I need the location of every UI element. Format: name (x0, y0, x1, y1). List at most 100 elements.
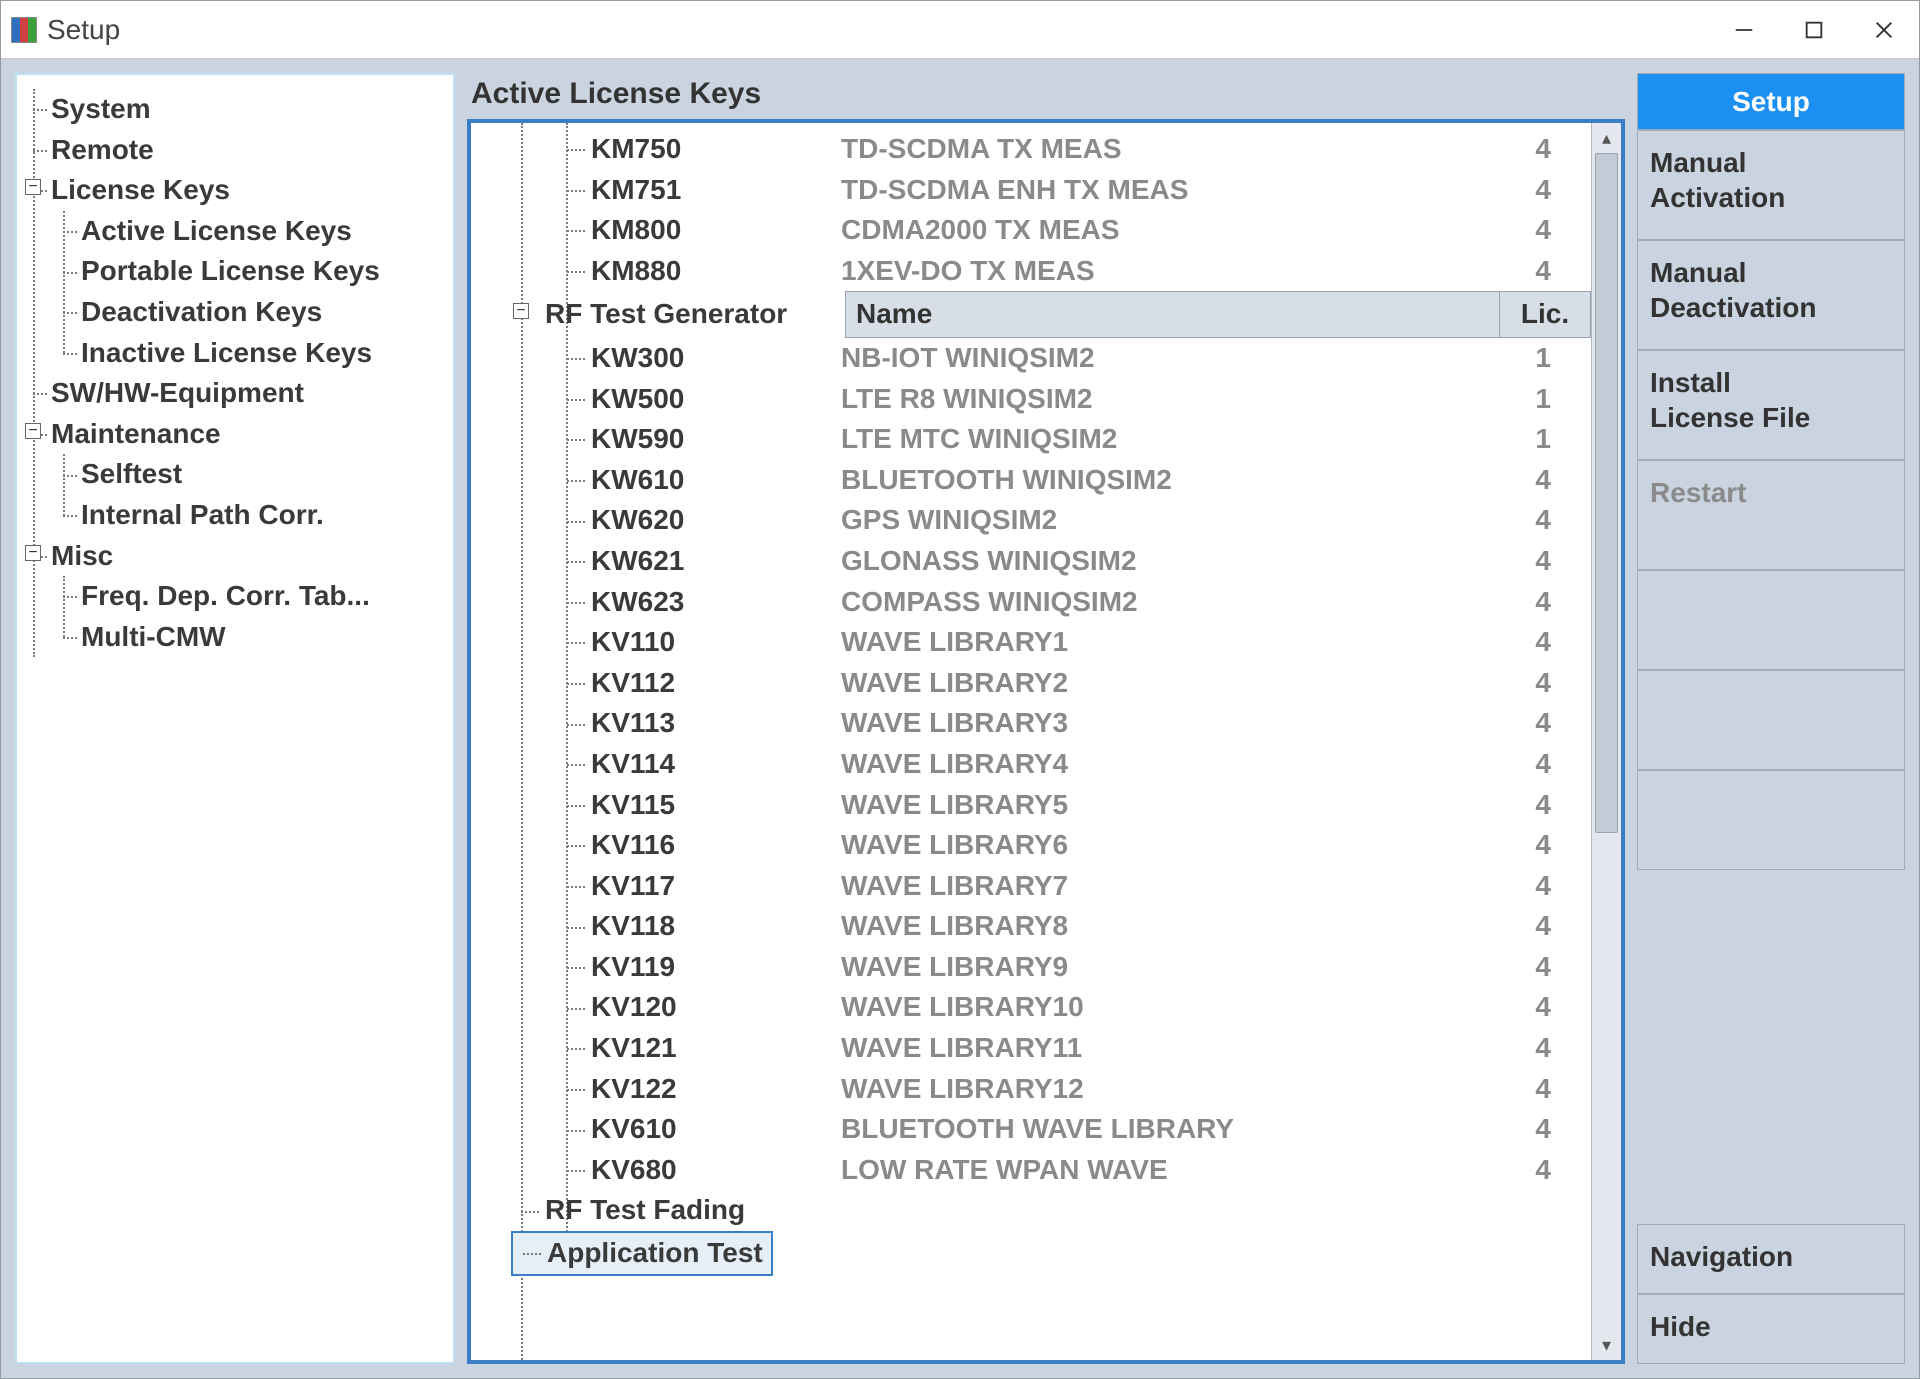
expander-icon[interactable]: − (25, 545, 41, 561)
tree-license-keys-branch: − License Keys Active License Keys Porta… (29, 170, 443, 373)
license-row[interactable]: KW610BLUETOOTH WINIQSIM24 (511, 460, 1591, 501)
license-row[interactable]: KV116WAVE LIBRARY64 (511, 825, 1591, 866)
license-row[interactable]: KV114WAVE LIBRARY44 (511, 744, 1591, 785)
license-code: KV113 (591, 703, 841, 744)
manual-deactivation-button[interactable]: Manual Deactivation (1637, 240, 1905, 350)
license-code: KV116 (591, 825, 841, 866)
expander-icon[interactable]: − (25, 423, 41, 439)
license-row[interactable]: KV121WAVE LIBRARY114 (511, 1028, 1591, 1069)
restart-button[interactable]: Restart (1637, 460, 1905, 570)
license-desc: CDMA2000 TX MEAS (841, 210, 1511, 251)
close-button[interactable] (1849, 1, 1919, 59)
tree-remote[interactable]: Remote (29, 130, 443, 171)
license-group-rf-test-fading[interactable]: RF Test Fading (511, 1190, 1591, 1231)
group-column-header: NameLic. (845, 291, 1591, 338)
license-row[interactable]: KM800CDMA2000 TX MEAS4 (511, 210, 1591, 251)
license-count: 4 (1511, 866, 1591, 907)
license-row[interactable]: KV112WAVE LIBRARY24 (511, 663, 1591, 704)
license-count: 4 (1511, 170, 1591, 211)
tree-portable-license-keys[interactable]: Portable License Keys (59, 251, 443, 292)
tree-internal-path-corr[interactable]: Internal Path Corr. (59, 495, 443, 536)
expander-icon[interactable]: − (513, 303, 529, 319)
license-row[interactable]: KW623COMPASS WINIQSIM24 (511, 582, 1591, 623)
license-count: 4 (1511, 785, 1591, 826)
license-desc: WAVE LIBRARY10 (841, 987, 1511, 1028)
window-title: Setup (47, 14, 120, 46)
minimize-button[interactable] (1709, 1, 1779, 59)
side-empty-1 (1637, 570, 1905, 670)
hide-button[interactable]: Hide (1637, 1294, 1905, 1364)
license-code: KV112 (591, 663, 841, 704)
license-row[interactable]: KV680LOW RATE WPAN WAVE4 (511, 1150, 1591, 1191)
license-row[interactable]: KV610BLUETOOTH WAVE LIBRARY4 (511, 1109, 1591, 1150)
license-row[interactable]: KV117WAVE LIBRARY74 (511, 866, 1591, 907)
license-code: KV114 (591, 744, 841, 785)
license-count: 1 (1511, 338, 1591, 379)
setup-button[interactable]: Setup (1637, 73, 1905, 130)
license-row[interactable]: KW620GPS WINIQSIM24 (511, 500, 1591, 541)
tree-selftest[interactable]: Selftest (59, 454, 443, 495)
license-code: KM800 (591, 210, 841, 251)
license-code: KW500 (591, 379, 841, 420)
license-row[interactable]: KM8801XEV-DO TX MEAS4 (511, 251, 1591, 292)
close-icon (1873, 19, 1895, 41)
install-license-file-button[interactable]: Install License File (1637, 350, 1905, 460)
tree-swhw-equipment[interactable]: SW/HW-Equipment (29, 373, 443, 414)
tree-inactive-license-keys[interactable]: Inactive License Keys (59, 333, 443, 374)
license-group-application-test[interactable]: Application Test (511, 1231, 773, 1276)
tree-active-license-keys[interactable]: Active License Keys (59, 211, 443, 252)
license-row[interactable]: KV118WAVE LIBRARY84 (511, 906, 1591, 947)
license-row[interactable]: KV119WAVE LIBRARY94 (511, 947, 1591, 988)
license-count: 4 (1511, 947, 1591, 988)
tree-misc-branch: − Misc Freq. Dep. Corr. Tab... Multi-CMW (29, 536, 443, 658)
column-lic: Lic. (1500, 292, 1590, 337)
tree-freq-dep-corr[interactable]: Freq. Dep. Corr. Tab... (59, 576, 443, 617)
scroll-thumb[interactable] (1595, 153, 1618, 833)
license-code: KV680 (591, 1150, 841, 1191)
license-code: KV118 (591, 906, 841, 947)
license-row[interactable]: KW500LTE R8 WINIQSIM21 (511, 379, 1591, 420)
license-row[interactable]: KW300NB-IOT WINIQSIM21 (511, 338, 1591, 379)
license-code: KV122 (591, 1069, 841, 1110)
license-desc: WAVE LIBRARY6 (841, 825, 1511, 866)
license-code: KV115 (591, 785, 841, 826)
scroll-down-icon[interactable]: ▾ (1592, 1330, 1621, 1360)
license-count: 1 (1511, 379, 1591, 420)
manual-activation-button[interactable]: Manual Activation (1637, 130, 1905, 240)
license-row[interactable]: KM751TD-SCDMA ENH TX MEAS4 (511, 170, 1591, 211)
scrollbar[interactable]: ▴ ▾ (1591, 123, 1621, 1360)
license-count: 4 (1511, 129, 1591, 170)
license-desc: GPS WINIQSIM2 (841, 500, 1511, 541)
workspace: System Remote − License Keys Active Lice… (1, 59, 1919, 1378)
license-code: KV610 (591, 1109, 841, 1150)
license-count: 4 (1511, 582, 1591, 623)
license-desc: WAVE LIBRARY4 (841, 744, 1511, 785)
license-row[interactable]: KW590LTE MTC WINIQSIM21 (511, 419, 1591, 460)
license-row[interactable]: KV122WAVE LIBRARY124 (511, 1069, 1591, 1110)
license-row[interactable]: KV113WAVE LIBRARY34 (511, 703, 1591, 744)
expander-icon[interactable]: − (25, 179, 41, 195)
license-desc: WAVE LIBRARY11 (841, 1028, 1511, 1069)
license-code: KM750 (591, 129, 841, 170)
license-code: KV119 (591, 947, 841, 988)
license-count: 4 (1511, 210, 1591, 251)
license-desc: WAVE LIBRARY3 (841, 703, 1511, 744)
tree-maintenance[interactable]: Maintenance (29, 414, 443, 455)
tree-license-keys[interactable]: License Keys (29, 170, 443, 211)
tree-system[interactable]: System (29, 89, 443, 130)
license-count: 4 (1511, 906, 1591, 947)
license-code: KW610 (591, 460, 841, 501)
tree-multi-cmw[interactable]: Multi-CMW (59, 617, 443, 658)
license-count: 4 (1511, 251, 1591, 292)
license-row[interactable]: KV120WAVE LIBRARY104 (511, 987, 1591, 1028)
license-row[interactable]: KV110WAVE LIBRARY14 (511, 622, 1591, 663)
license-row[interactable]: KW621GLONASS WINIQSIM24 (511, 541, 1591, 582)
license-row[interactable]: KV115WAVE LIBRARY54 (511, 785, 1591, 826)
navigation-button[interactable]: Navigation (1637, 1224, 1905, 1294)
license-row[interactable]: KM750TD-SCDMA TX MEAS4 (511, 129, 1591, 170)
scroll-up-icon[interactable]: ▴ (1592, 123, 1621, 153)
tree-deactivation-keys[interactable]: Deactivation Keys (59, 292, 443, 333)
license-group-rf-test-generator[interactable]: −RF Test GeneratorNameLic. (511, 291, 1591, 338)
maximize-button[interactable] (1779, 1, 1849, 59)
tree-misc[interactable]: Misc (29, 536, 443, 577)
